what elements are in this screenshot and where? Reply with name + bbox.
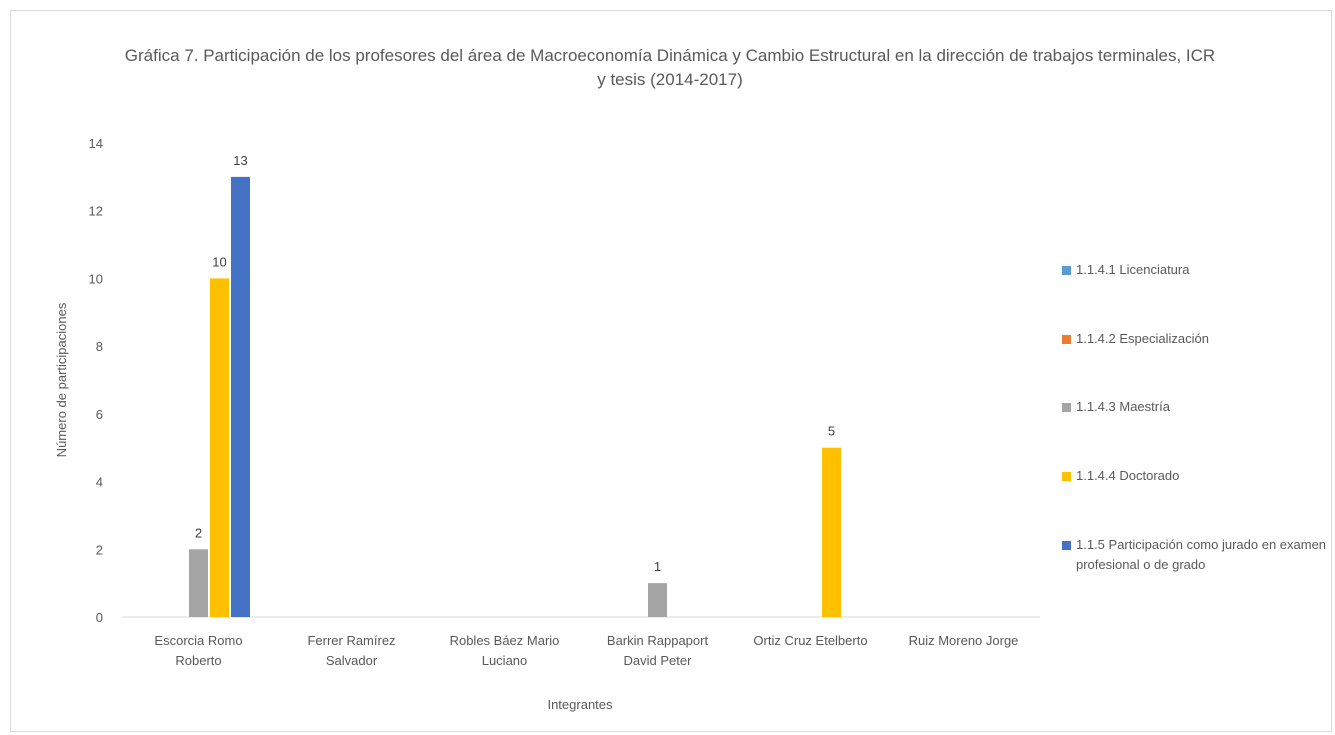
legend-item: 1.1.4.2 Especialización xyxy=(1062,329,1332,349)
y-tick-label: 4 xyxy=(96,475,103,490)
data-label: 2 xyxy=(195,525,202,540)
legend-label: 1.1.4.3 Maestría xyxy=(1076,399,1170,414)
legend-label: 1.1.4.2 Especialización xyxy=(1076,331,1209,346)
x-axis-label: Integrantes xyxy=(547,697,613,712)
y-axis-label: Número de participaciones xyxy=(54,302,69,457)
x-tick-label: Ortiz Cruz Etelberto xyxy=(753,633,867,648)
y-tick-label: 6 xyxy=(96,407,103,422)
x-axis-tick-labels: Escorcia Romo Roberto Ferrer Ramírez Salvad… xyxy=(154,633,1018,668)
legend-label: 1.1.4.4 Doctorado xyxy=(1076,468,1180,483)
bars xyxy=(189,176,841,617)
x-tick-label: Robles Báez Mario Luciano xyxy=(450,633,560,668)
data-label: 13 xyxy=(233,153,247,168)
y-axis-ticks: 0 2 4 6 8 10 12 14 xyxy=(89,136,103,625)
data-label: 1 xyxy=(654,559,661,574)
legend-swatch xyxy=(1062,266,1071,275)
legend-swatch xyxy=(1062,335,1071,344)
x-tick-label: Escorcia Romo Roberto xyxy=(154,633,242,668)
legend-swatch xyxy=(1062,403,1071,412)
chart-frame xyxy=(10,10,1332,732)
bar xyxy=(231,176,250,617)
y-tick-label: 10 xyxy=(89,271,103,286)
data-labels: 2 10 13 1 5 xyxy=(195,153,835,574)
legend-item: 1.1.5 Participación como jurado en exame… xyxy=(1062,535,1332,575)
legend-item: 1.1.4.4 Doctorado xyxy=(1062,466,1332,486)
y-tick-label: 8 xyxy=(96,339,103,354)
y-tick-label: 14 xyxy=(89,136,103,151)
chart-title: Gráfica 7. Participación de los profesor… xyxy=(124,46,1216,89)
bar xyxy=(648,583,667,617)
y-tick-label: 0 xyxy=(96,610,103,625)
legend-swatch xyxy=(1062,472,1071,481)
bar xyxy=(210,278,229,617)
legend-item: 1.1.4.1 Licenciatura xyxy=(1062,260,1332,280)
x-tick-label: Ruiz Moreno Jorge xyxy=(909,633,1019,648)
legend-swatch xyxy=(1062,541,1071,550)
legend-item: 1.1.4.3 Maestría xyxy=(1062,397,1332,417)
y-tick-label: 2 xyxy=(96,542,103,557)
legend-label: 1.1.5 Participación como jurado en exame… xyxy=(1076,537,1327,572)
y-tick-label: 12 xyxy=(89,204,103,219)
x-tick-label: Barkin Rappaport David Peter xyxy=(607,633,709,668)
bar xyxy=(189,549,208,617)
bar xyxy=(822,447,841,617)
legend-label: 1.1.4.1 Licenciatura xyxy=(1076,262,1190,277)
data-label: 10 xyxy=(212,254,226,269)
data-label: 5 xyxy=(828,424,835,439)
x-tick-label: Ferrer Ramírez Salvador xyxy=(307,633,395,668)
